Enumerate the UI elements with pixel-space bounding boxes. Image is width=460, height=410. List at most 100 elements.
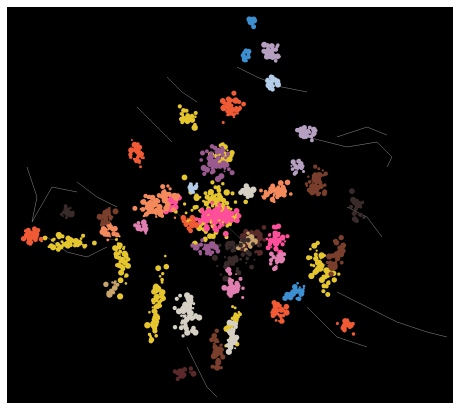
node-c3 <box>283 240 286 243</box>
node-c4 <box>209 243 215 249</box>
edge-path <box>166 76 198 103</box>
node-c12 <box>262 238 267 242</box>
node-c14 <box>62 210 65 214</box>
node-c2 <box>195 226 198 229</box>
node-c2 <box>33 237 37 241</box>
node-c3 <box>197 218 201 222</box>
node-c2 <box>128 147 135 154</box>
node-c7 <box>251 16 257 21</box>
node-c4 <box>225 151 231 157</box>
node-c3 <box>265 245 271 251</box>
node-c8 <box>310 138 314 143</box>
node-c14 <box>354 211 357 215</box>
node-c5 <box>284 179 291 186</box>
node-c1 <box>308 272 315 280</box>
node-c2 <box>34 231 40 237</box>
node-c14 <box>225 246 229 251</box>
node-c1 <box>183 202 187 206</box>
node-c6 <box>189 306 193 310</box>
node-c1 <box>216 192 222 198</box>
node-c1 <box>207 233 213 240</box>
node-c1 <box>321 283 327 289</box>
node-c5 <box>280 188 286 194</box>
node-c6 <box>183 326 189 332</box>
node-c2 <box>128 152 133 157</box>
node-c1 <box>81 233 86 238</box>
node-c1 <box>155 265 162 272</box>
node-c9 <box>325 260 329 265</box>
node-c5 <box>143 194 147 198</box>
node-c4 <box>210 156 214 160</box>
node-c14 <box>253 258 256 261</box>
node-c10 <box>234 280 240 286</box>
node-c7 <box>249 20 255 25</box>
edge <box>227 225 243 242</box>
node-c1 <box>204 200 208 205</box>
node-c1 <box>154 285 161 292</box>
node-c14 <box>64 216 68 220</box>
node-c14 <box>222 275 229 282</box>
node-c3 <box>220 223 225 227</box>
node-c3 <box>274 247 279 252</box>
node-c2 <box>192 216 196 221</box>
node-c9 <box>210 364 215 369</box>
node-c9 <box>112 208 119 215</box>
node-c5 <box>106 238 110 242</box>
node-c2 <box>272 303 279 310</box>
node-c5 <box>140 199 146 205</box>
node-c1 <box>331 277 337 283</box>
node-c9 <box>215 363 219 368</box>
node-c5 <box>289 192 293 196</box>
node-c1 <box>221 203 226 208</box>
node-c2 <box>221 121 225 124</box>
network-canvas <box>7 7 453 403</box>
node-c7 <box>298 286 301 289</box>
node-c6 <box>172 305 177 311</box>
node-c4 <box>212 168 215 172</box>
node-c1 <box>220 197 227 204</box>
node-c2 <box>335 322 339 325</box>
node-c6 <box>242 188 248 194</box>
node-c2 <box>28 241 33 246</box>
node-c5 <box>159 194 165 199</box>
edge-path <box>336 291 448 338</box>
node-c6 <box>233 324 238 329</box>
node-c1 <box>232 315 236 318</box>
node-c5 <box>145 211 150 216</box>
node-c9 <box>314 182 318 186</box>
node-c14 <box>349 188 355 194</box>
node-c1 <box>309 247 312 251</box>
node-c5 <box>168 187 172 191</box>
node-c10 <box>238 276 243 281</box>
node-c3 <box>227 214 230 217</box>
node-c10 <box>241 286 245 290</box>
edge-path <box>346 206 383 238</box>
node-c1 <box>315 249 318 252</box>
node-c2 <box>32 227 37 233</box>
node-c4 <box>203 243 206 246</box>
node-c4 <box>229 170 235 176</box>
node-c6 <box>180 305 184 309</box>
edge-path <box>306 306 368 348</box>
node-c8 <box>301 125 307 131</box>
node-c6 <box>189 315 195 321</box>
node-c3 <box>218 221 222 225</box>
node-c4 <box>204 166 211 173</box>
node-c6 <box>180 325 184 329</box>
node-c10 <box>228 282 232 285</box>
node-c1 <box>116 244 122 250</box>
node-c4 <box>210 250 215 255</box>
node-c7 <box>241 56 248 63</box>
node-c9 <box>216 358 221 362</box>
node-c1 <box>120 266 126 272</box>
node-c3 <box>205 215 211 221</box>
node-c2 <box>130 139 133 141</box>
node-c1 <box>158 292 162 296</box>
node-c2 <box>183 221 189 227</box>
node-c9 <box>218 347 224 353</box>
node-c4 <box>211 159 217 165</box>
node-c2 <box>229 103 234 108</box>
node-c1 <box>147 332 152 337</box>
node-c2 <box>180 214 187 221</box>
node-c1 <box>325 292 331 297</box>
